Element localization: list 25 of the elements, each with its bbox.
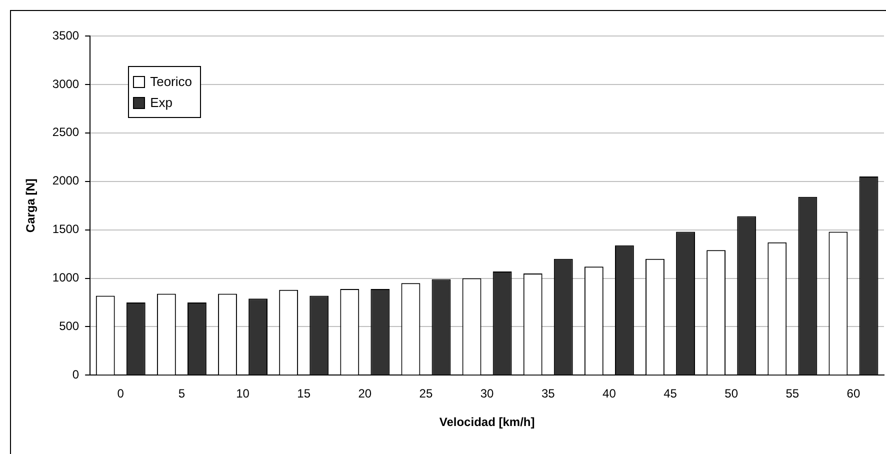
x-tick-label: 25: [419, 386, 433, 401]
y-axis-title: Carga [N]: [24, 178, 38, 233]
x-tick-label: 15: [297, 386, 311, 401]
y-tick-label: 3500: [52, 28, 80, 42]
x-tick-label: 20: [358, 386, 372, 401]
legend-label: Exp: [150, 94, 172, 112]
x-tick-label: 35: [541, 386, 556, 401]
x-tick-label: 30: [480, 386, 494, 401]
x-tick-label: 40: [602, 386, 616, 401]
x-tick-label: 0: [117, 386, 124, 401]
legend-label: Teorico: [150, 73, 192, 91]
x-tick-label: 60: [846, 386, 860, 401]
y-tick-label: 0: [72, 368, 80, 382]
y-tick-label: 1500: [52, 222, 80, 236]
y-tick-label: 3000: [52, 76, 80, 91]
y-tick-label: 1000: [52, 270, 80, 285]
x-tick-label: 45: [664, 386, 678, 401]
x-tick-label: 50: [724, 386, 738, 401]
y-tick-label: 2500: [52, 125, 80, 140]
y-tick-label: 2000: [52, 174, 80, 188]
y-tick-label: 500: [59, 319, 80, 334]
x-tick-label: 55: [786, 386, 800, 401]
x-tick-label: 10: [236, 386, 250, 401]
x-tick-label: 5: [178, 386, 186, 401]
x-axis-title: Velocidad [km/h]: [439, 415, 535, 430]
